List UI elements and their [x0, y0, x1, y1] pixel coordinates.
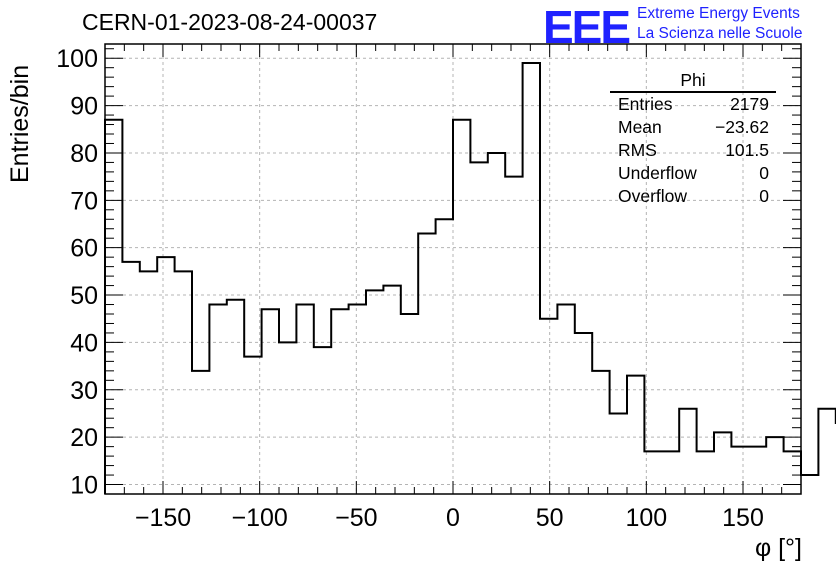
histogram-bin [192, 371, 209, 494]
eee-logo: EEE [543, 1, 631, 53]
histogram-bin [105, 120, 122, 494]
tick-labels: −150 −100 −50 0 50 100 150 10 20 30 40 50 60 70 80 90 10… [56, 45, 764, 532]
histogram-bin [227, 300, 244, 494]
histogram-bin [366, 290, 383, 494]
histogram-bin [453, 120, 470, 494]
histogram-bin [418, 233, 435, 494]
histogram-bin [627, 376, 644, 494]
x-tick-label: 0 [446, 504, 460, 532]
histogram-bin [349, 305, 366, 494]
histogram-bin [175, 271, 192, 494]
histogram-bin [331, 309, 348, 494]
histogram-bin [610, 413, 627, 494]
stats-row-underflow: Underflow 0 [610, 162, 776, 185]
x-tick-label: 150 [722, 504, 764, 532]
x-tick-label: −150 [135, 504, 191, 532]
histogram-bin [523, 63, 540, 494]
stats-row-overflow: Overflow 0 [610, 185, 776, 208]
x-tick-label: −50 [335, 504, 377, 532]
stats-label: Underflow [618, 163, 697, 183]
y-tick-label: 90 [70, 93, 98, 121]
histogram-bin [262, 309, 279, 494]
histogram-bin [314, 347, 331, 494]
histogram-bin [644, 451, 661, 494]
histogram-bin [679, 409, 696, 494]
histogram-outline [104, 61, 836, 494]
y-tick-label: 60 [70, 235, 98, 263]
histogram-bin [540, 319, 557, 494]
histogram-bin [157, 257, 174, 494]
x-axis-label: φ [°] [754, 534, 802, 562]
x-tick-label: 100 [625, 504, 667, 532]
stats-value: 2179 [730, 94, 769, 114]
histogram-bin [505, 177, 522, 494]
logo-caption: Extreme Energy Events La Scienza nelle S… [637, 4, 802, 44]
histogram-bin [697, 451, 714, 494]
stats-box: Phi Entries 2179 Mean −23.62 RMS 101.5 U… [610, 70, 776, 208]
stats-label: Mean [618, 117, 662, 137]
histogram-bin [731, 447, 748, 494]
histogram-bin [662, 451, 679, 494]
histogram-bin [383, 286, 400, 494]
histogram-bin [557, 305, 574, 494]
y-tick-label: 70 [70, 187, 98, 215]
y-tick-label: 80 [70, 140, 98, 168]
y-tick-label: 30 [70, 377, 98, 405]
histogram-bin [122, 262, 139, 494]
histogram-bin [209, 305, 226, 494]
histogram-bins [104, 61, 836, 494]
histogram-bin [244, 357, 261, 494]
histogram-bin [401, 314, 418, 494]
y-tick-label: 50 [70, 282, 98, 310]
histogram-bin [575, 333, 592, 494]
stats-value: 101.5 [725, 140, 769, 160]
grid-lines [105, 44, 801, 494]
stats-row-mean: Mean −23.62 [610, 116, 776, 139]
histogram-bin [714, 432, 731, 494]
stats-row-rms: RMS 101.5 [610, 139, 776, 162]
histogram-bin [436, 219, 453, 494]
axis-ticks [104, 44, 802, 494]
histogram-bin [279, 342, 296, 494]
histogram-bin [470, 162, 487, 494]
logo-caption-line1: Extreme Energy Events [637, 5, 800, 22]
chart-title: CERN-01-2023-08-24-00037 [82, 9, 378, 35]
y-tick-label: 10 [70, 472, 98, 500]
stats-value: 0 [759, 163, 769, 183]
histogram-bin [766, 437, 783, 494]
histogram-bin [296, 305, 313, 494]
y-axis-label: Entries/bin [6, 64, 34, 183]
histogram-bin [818, 409, 835, 494]
y-tick-label: 20 [70, 424, 98, 452]
histogram-bin [592, 371, 609, 494]
y-tick-label: 40 [70, 329, 98, 357]
histogram-bin [488, 153, 505, 494]
stats-label: RMS [618, 140, 657, 160]
stats-label: Entries [618, 94, 673, 114]
stats-row-entries: Entries 2179 [610, 93, 776, 116]
stats-value: −23.62 [714, 117, 769, 137]
stats-label: Overflow [618, 186, 688, 206]
x-tick-label: −100 [232, 504, 288, 532]
histogram-bin [801, 475, 818, 494]
histogram-bin [749, 447, 766, 494]
histogram-bin [784, 451, 801, 494]
stats-value: 0 [759, 186, 769, 206]
y-tick-label: 100 [56, 45, 98, 73]
histogram-bin [140, 271, 157, 494]
x-tick-label: 50 [536, 504, 564, 532]
logo-caption-line2: La Scienza nelle Scuole [637, 25, 803, 42]
stats-title: Phi [610, 70, 776, 93]
